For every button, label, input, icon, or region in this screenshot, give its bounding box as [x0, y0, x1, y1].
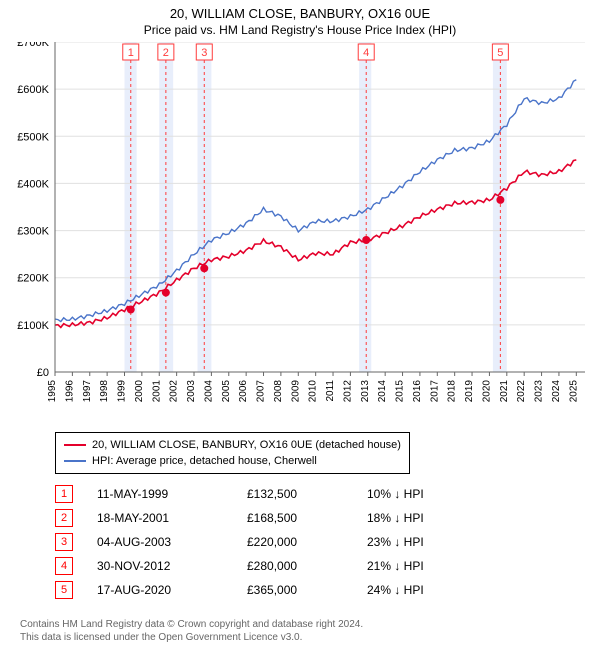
- marker-number: 4: [363, 47, 369, 59]
- x-tick-label: 2021: [499, 380, 510, 403]
- row-delta: 21% ↓ HPI: [367, 559, 487, 573]
- x-tick-label: 2020: [481, 380, 492, 403]
- sale-point: [162, 289, 170, 297]
- page-root: 20, WILLIAM CLOSE, BANBURY, OX16 0UE Pri…: [0, 0, 600, 650]
- x-tick-label: 2014: [377, 380, 388, 403]
- x-tick-label: 2016: [412, 380, 423, 403]
- x-tick-label: 2018: [447, 380, 458, 403]
- sale-point: [496, 196, 504, 204]
- footer-line1: Contains HM Land Registry data © Crown c…: [20, 618, 363, 631]
- x-tick-label: 1997: [82, 380, 93, 403]
- sales-table: 1 11-MAY-1999£132,50010% ↓ HPI 2 18-MAY-200…: [55, 482, 487, 602]
- y-tick-label: £600K: [17, 84, 49, 96]
- legend-row: HPI: Average price, detached house, Cher…: [64, 453, 401, 469]
- x-tick-label: 2003: [186, 380, 197, 403]
- row-price: £132,500: [247, 487, 367, 501]
- x-tick-label: 2013: [360, 380, 371, 403]
- row-marker: 3: [55, 533, 73, 551]
- row-marker: 1: [55, 485, 73, 503]
- sale-point: [200, 264, 208, 272]
- row-delta: 23% ↓ HPI: [367, 535, 487, 549]
- table-row: 1 11-MAY-1999£132,50010% ↓ HPI: [55, 482, 487, 506]
- x-tick-label: 2024: [551, 380, 562, 403]
- row-delta: 18% ↓ HPI: [367, 511, 487, 525]
- row-date: 04-AUG-2003: [97, 535, 247, 549]
- row-date: 18-MAY-2001: [97, 511, 247, 525]
- table-row: 5 17-AUG-2020£365,00024% ↓ HPI: [55, 578, 487, 602]
- y-tick-label: £700K: [17, 42, 49, 49]
- chart-band: [493, 42, 507, 372]
- table-row: 4 30-NOV-2012£280,00021% ↓ HPI: [55, 554, 487, 578]
- marker-number: 3: [201, 47, 207, 59]
- row-delta: 24% ↓ HPI: [367, 583, 487, 597]
- footer-line2: This data is licensed under the Open Gov…: [20, 631, 363, 644]
- row-price: £365,000: [247, 583, 367, 597]
- y-tick-label: £400K: [17, 178, 49, 190]
- y-tick-label: £200K: [17, 273, 49, 285]
- marker-number: 5: [497, 47, 503, 59]
- row-price: £280,000: [247, 559, 367, 573]
- x-tick-label: 2004: [203, 380, 214, 403]
- x-tick-label: 2019: [464, 380, 475, 403]
- sale-point: [362, 236, 370, 244]
- x-tick-label: 2012: [342, 380, 353, 403]
- x-tick-label: 1996: [64, 380, 75, 403]
- legend-row: 20, WILLIAM CLOSE, BANBURY, OX16 0UE (de…: [64, 437, 401, 453]
- x-tick-label: 2010: [308, 380, 319, 403]
- y-tick-label: £500K: [17, 131, 49, 143]
- x-tick-label: 2015: [395, 380, 406, 403]
- x-tick-label: 2022: [516, 380, 527, 403]
- legend: 20, WILLIAM CLOSE, BANBURY, OX16 0UE (de…: [55, 432, 410, 474]
- x-tick-label: 2011: [325, 380, 336, 402]
- x-tick-label: 2009: [290, 380, 301, 403]
- chart-svg: £0 £100K £200K £300K £400K £500K £600K £700K 199…: [0, 42, 600, 422]
- row-price: £168,500: [247, 511, 367, 525]
- x-tick-label: 2006: [238, 380, 249, 403]
- chart-title: 20, WILLIAM CLOSE, BANBURY, OX16 0UE: [0, 0, 600, 21]
- x-tick-label: 1999: [117, 380, 128, 403]
- x-tick-label: 2002: [169, 380, 180, 403]
- y-tick-label: £0: [37, 367, 49, 379]
- row-price: £220,000: [247, 535, 367, 549]
- chart-area: £0 £100K £200K £300K £400K £500K £600K £700K 199…: [0, 42, 600, 422]
- x-tick-label: 2001: [151, 380, 162, 403]
- row-date: 11-MAY-1999: [97, 487, 247, 501]
- row-date: 30-NOV-2012: [97, 559, 247, 573]
- row-marker: 4: [55, 557, 73, 575]
- x-tick-label: 2007: [256, 380, 267, 403]
- row-date: 17-AUG-2020: [97, 583, 247, 597]
- x-tick-label: 2023: [534, 380, 545, 403]
- legend-swatch: [64, 444, 86, 446]
- y-tick-label: £100K: [17, 320, 49, 332]
- row-delta: 10% ↓ HPI: [367, 487, 487, 501]
- row-marker: 2: [55, 509, 73, 527]
- x-tick-label: 2000: [134, 380, 145, 403]
- chart-band: [359, 42, 371, 372]
- footer: Contains HM Land Registry data © Crown c…: [20, 618, 363, 644]
- marker-number: 1: [128, 47, 134, 59]
- table-row: 2 18-MAY-2001£168,50018% ↓ HPI: [55, 506, 487, 530]
- y-tick-label: £300K: [17, 226, 49, 238]
- legend-label: 20, WILLIAM CLOSE, BANBURY, OX16 0UE (de…: [92, 439, 401, 451]
- legend-label: HPI: Average price, detached house, Cher…: [92, 455, 317, 467]
- chart-subtitle: Price paid vs. HM Land Registry's House …: [0, 21, 600, 41]
- x-tick-label: 1995: [47, 380, 58, 403]
- row-marker: 5: [55, 581, 73, 599]
- x-tick-label: 2005: [221, 380, 232, 403]
- x-tick-label: 2025: [568, 380, 579, 403]
- x-tick-label: 2017: [429, 380, 440, 403]
- x-tick-label: 1998: [99, 380, 110, 403]
- table-row: 3 04-AUG-2003£220,00023% ↓ HPI: [55, 530, 487, 554]
- marker-number: 2: [163, 47, 169, 59]
- sale-point: [127, 306, 135, 314]
- legend-swatch: [64, 460, 86, 462]
- x-tick-label: 2008: [273, 380, 284, 403]
